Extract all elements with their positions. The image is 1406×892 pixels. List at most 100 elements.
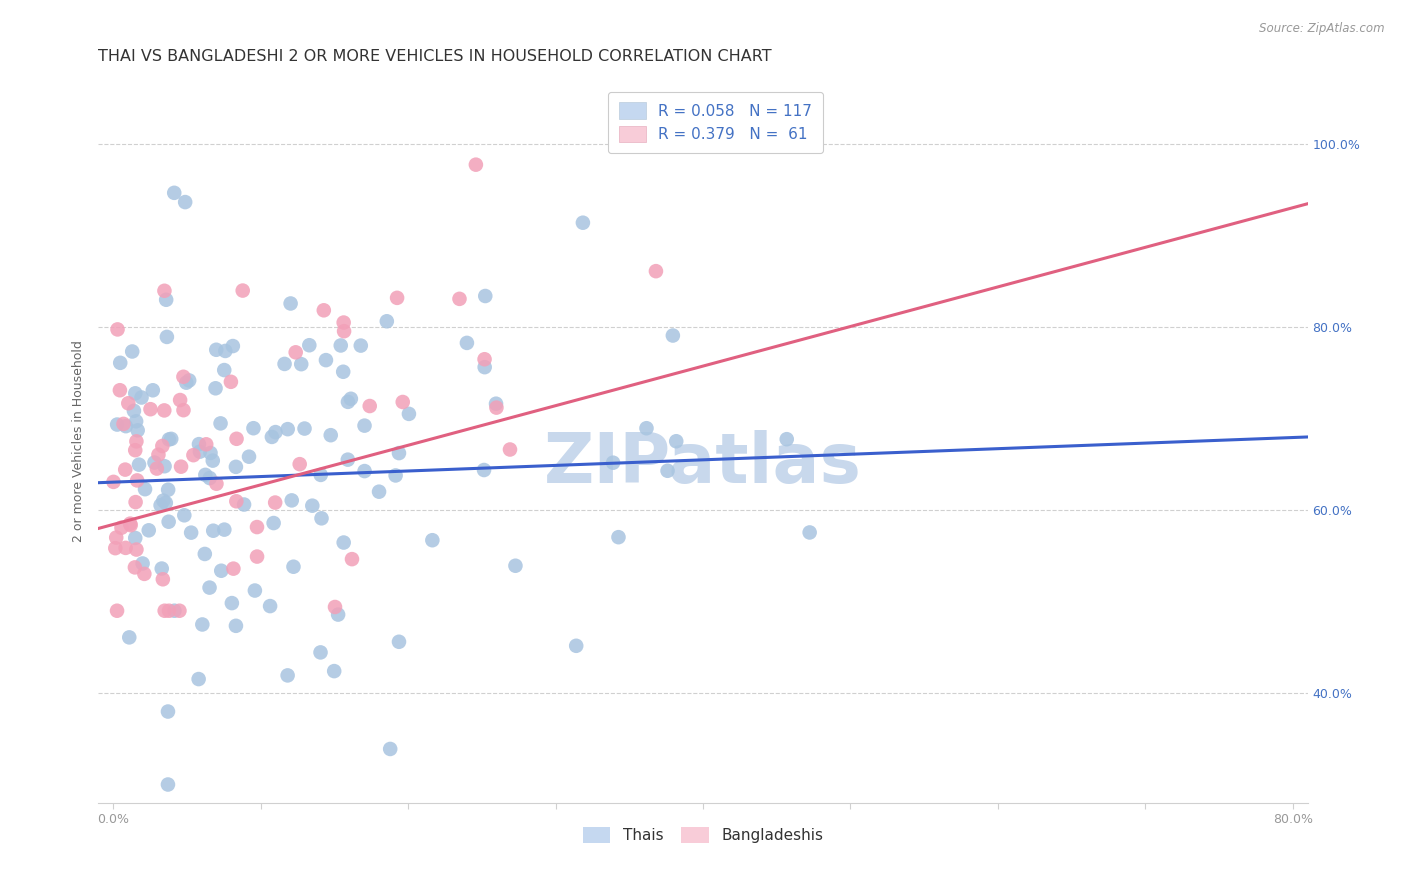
Point: [242, 421, 264, 435]
Point: [148, 448, 170, 462]
Point: [472, 463, 495, 477]
Point: [124, 443, 146, 458]
Point: [277, 422, 299, 436]
Point: [176, 376, 198, 390]
Point: [260, 430, 283, 444]
Point: [172, 369, 194, 384]
Point: [474, 289, 496, 303]
Point: [110, 356, 132, 370]
Point: [290, 357, 312, 371]
Point: [131, 557, 153, 571]
Point: [122, 404, 145, 418]
Point: [209, 564, 232, 578]
Point: [332, 365, 354, 379]
Point: [340, 392, 363, 406]
Point: [205, 476, 228, 491]
Point: [283, 559, 305, 574]
Point: [225, 619, 247, 633]
Point: [263, 516, 285, 530]
Point: [332, 316, 354, 330]
Point: [353, 464, 375, 478]
Point: [225, 459, 247, 474]
Point: [173, 508, 195, 523]
Point: [134, 566, 156, 581]
Point: [114, 462, 136, 476]
Point: [187, 672, 209, 686]
Point: [636, 421, 658, 435]
Point: [499, 442, 522, 457]
Point: [353, 418, 375, 433]
Point: [456, 335, 478, 350]
Point: [243, 583, 266, 598]
Y-axis label: 2 or more Vehicles in Household: 2 or more Vehicles in Household: [72, 341, 86, 542]
Point: [179, 373, 201, 387]
Point: [153, 459, 176, 474]
Point: [138, 524, 160, 538]
Point: [172, 403, 194, 417]
Point: [150, 439, 173, 453]
Point: [115, 419, 138, 434]
Point: [153, 403, 176, 417]
Point: [375, 314, 398, 328]
Point: [209, 417, 232, 431]
Point: [449, 292, 471, 306]
Point: [264, 425, 287, 439]
Point: [388, 634, 411, 648]
Text: Source: ZipAtlas.com: Source: ZipAtlas.com: [1260, 22, 1385, 36]
Point: [142, 384, 165, 398]
Point: [464, 158, 486, 172]
Point: [153, 604, 176, 618]
Point: [232, 284, 254, 298]
Point: [194, 547, 217, 561]
Point: [202, 524, 225, 538]
Point: [149, 498, 172, 512]
Point: [105, 531, 128, 545]
Point: [153, 284, 176, 298]
Point: [114, 541, 136, 555]
Point: [572, 216, 595, 230]
Point: [312, 303, 335, 318]
Point: [298, 338, 321, 352]
Point: [124, 495, 146, 509]
Point: [311, 511, 333, 525]
Point: [259, 599, 281, 613]
Point: [157, 433, 180, 447]
Point: [329, 338, 352, 352]
Point: [662, 328, 685, 343]
Point: [326, 607, 349, 622]
Point: [333, 324, 356, 338]
Point: [221, 596, 243, 610]
Point: [422, 533, 444, 548]
Text: THAI VS BANGLADESHI 2 OR MORE VEHICLES IN HOUSEHOLD CORRELATION CHART: THAI VS BANGLADESHI 2 OR MORE VEHICLES I…: [98, 49, 772, 64]
Point: [273, 357, 295, 371]
Point: [359, 399, 381, 413]
Point: [121, 344, 143, 359]
Point: [139, 402, 162, 417]
Point: [315, 353, 337, 368]
Point: [131, 391, 153, 405]
Point: [284, 345, 307, 359]
Point: [163, 186, 186, 200]
Point: [125, 414, 148, 428]
Point: [607, 530, 630, 544]
Point: [233, 498, 256, 512]
Point: [183, 448, 205, 462]
Point: [157, 483, 180, 497]
Point: [156, 705, 179, 719]
Point: [238, 450, 260, 464]
Point: [485, 401, 508, 415]
Point: [120, 516, 142, 531]
Point: [194, 467, 217, 482]
Point: [105, 604, 128, 618]
Point: [155, 293, 177, 307]
Point: [385, 291, 408, 305]
Point: [170, 459, 193, 474]
Point: [336, 395, 359, 409]
Point: [163, 604, 186, 618]
Point: [120, 518, 142, 533]
Point: [323, 599, 346, 614]
Point: [198, 581, 221, 595]
Point: [188, 437, 211, 451]
Point: [309, 645, 332, 659]
Point: [152, 572, 174, 586]
